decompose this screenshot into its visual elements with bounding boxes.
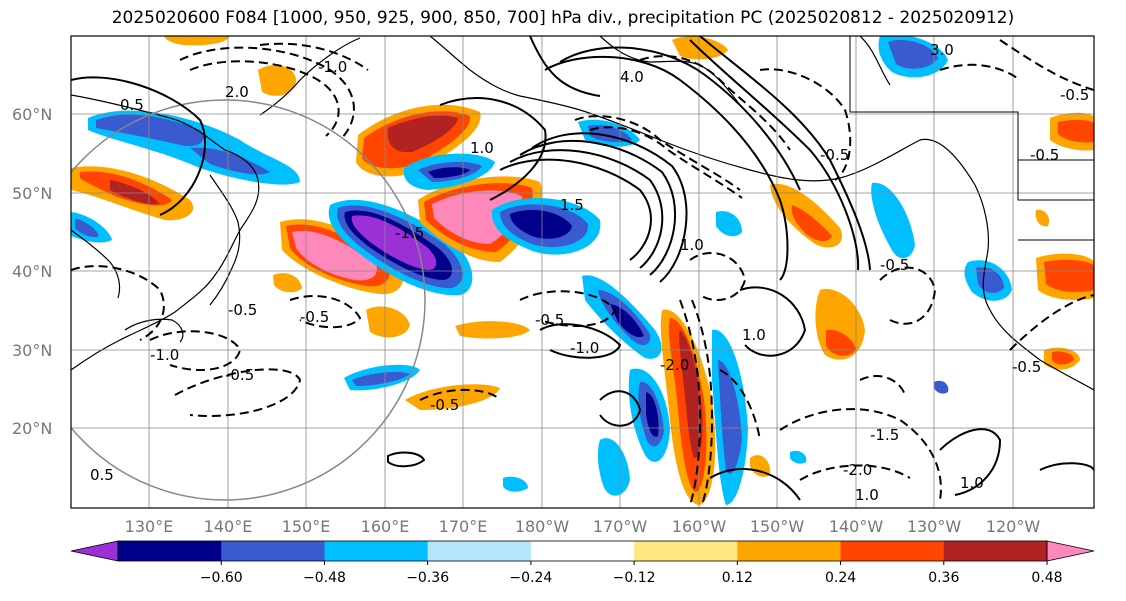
contour-labels: 2.0 -1.0 0.5 1.0 -1.5 1.5 4.0 3.0 -0.5 -… [90, 41, 1089, 504]
longitude-labels: 130°E 140°E 150°E 160°E 170°E 180°W 170°… [125, 517, 1041, 536]
reference-circle [71, 99, 426, 501]
contour-label: 2.0 [225, 83, 249, 101]
plot-area [71, 36, 1094, 508]
contour-label: -0.5 [228, 301, 257, 319]
contour-label: -0.5 [880, 256, 909, 274]
lon-label: 150°E [282, 517, 331, 536]
contour-label: 1.0 [470, 139, 494, 157]
colorbar-tick-label: −0.24 [509, 570, 552, 586]
colorbar: −0.60 −0.48 −0.36 −0.24 −0.12 0.12 0.24 0.36 0.4… [70, 540, 1095, 586]
coastline-layer [71, 36, 1094, 391]
negative-contours [71, 39, 1094, 506]
contour-label: -0.5 [820, 146, 849, 164]
colorbar-tick-label: 0.24 [825, 570, 856, 586]
contour-label: 1.0 [742, 326, 766, 344]
contour-label: -0.5 [535, 311, 564, 329]
lon-label: 140°E [204, 517, 253, 536]
contour-label: 4.0 [620, 68, 644, 86]
contour-label: -1.0 [318, 58, 347, 76]
plot-frame [70, 35, 1095, 509]
contour-label: 1.5 [560, 196, 584, 214]
colorbar-segment [634, 541, 738, 561]
lat-label: 40°N [12, 262, 52, 281]
colorbar-segment [840, 541, 945, 561]
colorbar-segment [943, 541, 1048, 561]
contour-label: -0.5 [1030, 146, 1059, 164]
contour-label: -0.5 [300, 308, 329, 326]
colorbar-frame [117, 540, 1048, 562]
contour-label: -1.5 [870, 426, 899, 444]
colorbar-segment [737, 541, 842, 561]
lon-label: 170°W [593, 517, 648, 536]
lon-label: 150°W [750, 517, 805, 536]
lon-label: 180°W [515, 517, 570, 536]
lon-label: 160°W [672, 517, 727, 536]
lon-label: 160°E [361, 517, 410, 536]
colorbar-extend-min [70, 540, 119, 562]
colorbar-extend-max [1046, 540, 1095, 562]
contour-label: 1.0 [680, 236, 704, 254]
colorbar-segment [324, 541, 429, 561]
graticule [71, 36, 1094, 508]
contour-label: -0.5 [1060, 86, 1089, 104]
colorbar-tick-label: 0.48 [1031, 570, 1062, 586]
contour-label: 1.0 [855, 486, 879, 504]
contour-label: -0.5 [1012, 358, 1041, 376]
colorbar-tick-label: −0.12 [613, 570, 656, 586]
contour-label: 1.0 [960, 474, 984, 492]
contour-label: 0.5 [120, 96, 144, 114]
contour-label: -1.0 [570, 339, 599, 357]
lon-label: 130°E [125, 517, 174, 536]
map-title: 2025020600 F084 [1000, 950, 925, 900, 85… [111, 8, 1015, 28]
colorbar-segment [530, 541, 635, 561]
lat-label: 30°N [12, 341, 52, 360]
colorbar-tick-label: 0.12 [722, 570, 753, 586]
lon-label: 120°W [986, 517, 1041, 536]
colorbar-tick-label: −0.48 [303, 570, 346, 586]
lat-label: 60°N [12, 105, 52, 124]
colorbar-segment [221, 541, 325, 561]
border-layer [849, 36, 1094, 241]
contour-label: -0.5 [430, 396, 459, 414]
lon-label: 130°W [907, 517, 962, 536]
colorbar-segment [118, 541, 222, 561]
colorbar-segment [427, 541, 532, 561]
lat-label: 50°N [12, 184, 52, 203]
contour-label: 3.0 [930, 41, 954, 59]
contour-label: -1.0 [150, 346, 179, 364]
positive-contours [71, 36, 1094, 501]
contour-label: -0.5 [225, 366, 254, 384]
colorbar-tick-label: −0.60 [200, 570, 243, 586]
latitude-labels: 60°N 50°N 40°N 30°N 20°N [12, 105, 52, 438]
lon-label: 140°W [829, 517, 884, 536]
colorbar-tick-label: −0.36 [406, 570, 449, 586]
contour-label: -2.0 [843, 461, 872, 479]
lon-label: 170°E [439, 517, 488, 536]
lat-label: 20°N [12, 419, 52, 438]
contour-label: -1.5 [395, 224, 424, 242]
contour-label: -2.0 [660, 356, 689, 374]
contour-label: 0.5 [90, 466, 114, 484]
colorbar-tick-label: 0.36 [928, 570, 959, 586]
